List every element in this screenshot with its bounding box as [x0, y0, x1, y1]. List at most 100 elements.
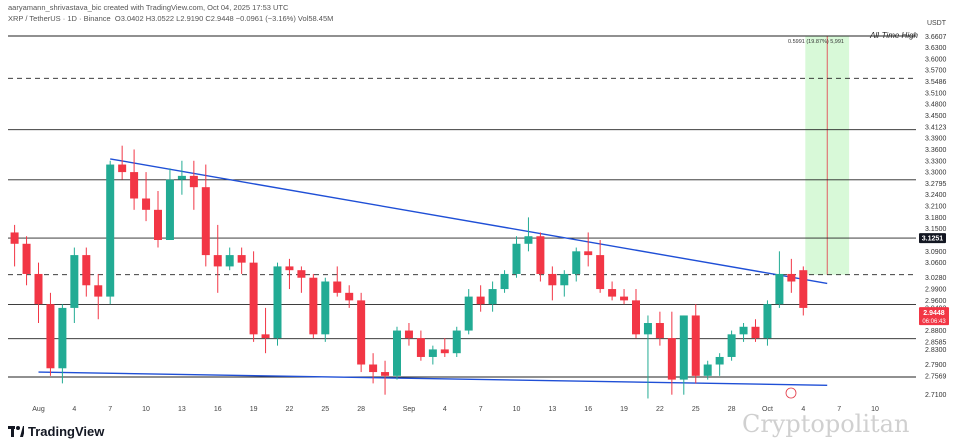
candle-body	[739, 326, 748, 335]
candle-body	[130, 172, 139, 199]
y-tick-label: 3.0280	[925, 275, 947, 282]
candle-body	[393, 330, 401, 376]
candle-body	[608, 289, 617, 297]
x-tick-label: 28	[728, 406, 736, 413]
y-tick-label: 3.2795	[925, 181, 947, 188]
y-tick-label: 3.6000	[925, 56, 947, 63]
candle-body	[177, 175, 186, 180]
symbol-text[interactable]: XRP / TetherUS · 1D · Binance	[8, 14, 111, 23]
y-tick-label: 2.8800	[925, 328, 947, 335]
all-time-high-label: All-Time High	[870, 31, 918, 40]
tradingview-logo-text: TradingView	[28, 424, 105, 439]
y-tick-label: 3.5700	[925, 68, 947, 75]
y-tick-label: 2.9900	[925, 287, 947, 294]
candle-body	[333, 281, 342, 293]
measure-box-layer	[805, 36, 850, 275]
candle-body	[201, 187, 210, 256]
y-axis[interactable]: 2.71002.75692.79002.83002.85852.88002.91…	[919, 34, 947, 399]
y-tick-label: 3.1800	[925, 215, 947, 222]
y-tick-label: 2.7900	[925, 362, 947, 369]
candle-body	[249, 262, 258, 335]
candle-body	[452, 330, 461, 354]
x-tick-label: 19	[250, 406, 258, 413]
x-tick-label: 25	[321, 406, 329, 413]
x-tick-label: 7	[479, 406, 483, 413]
candle-body	[82, 255, 91, 286]
candle-body	[440, 349, 449, 354]
y-level-label: 3.1251	[922, 236, 944, 243]
y-level-badge	[919, 233, 946, 244]
x-tick-label: 7	[837, 406, 841, 413]
x-tick-label: 13	[548, 406, 556, 413]
candle-body	[237, 255, 246, 263]
candle-body	[404, 330, 413, 339]
y-tick-label: 3.4800	[925, 102, 947, 109]
x-tick-label: 16	[214, 406, 222, 413]
candle-body	[715, 356, 724, 365]
x-tick-label: Oct	[762, 406, 773, 413]
candle-body	[416, 338, 425, 357]
attribution-text: aaryamann_shrivastava_bic created with T…	[8, 3, 289, 12]
candle-body	[787, 273, 796, 282]
candle-body	[46, 304, 55, 369]
candle-body	[775, 273, 784, 305]
tradingview-logo[interactable]: TradingView	[8, 424, 104, 439]
candle-body	[10, 232, 19, 244]
candle-body	[106, 164, 115, 297]
x-tick-label: 10	[513, 406, 521, 413]
candle-body	[643, 323, 652, 335]
candle-body	[655, 323, 664, 339]
x-tick-label: Sep	[403, 406, 416, 413]
y-tick-label: 3.6607	[925, 34, 947, 41]
candle-body	[572, 251, 581, 274]
trendline-descending-resistance	[110, 158, 828, 285]
candle-body	[476, 296, 485, 305]
y-tick-label: 3.4500	[925, 113, 947, 120]
candle-body	[273, 266, 282, 339]
candle-body	[381, 372, 390, 376]
candle-body	[799, 270, 808, 308]
x-axis[interactable]: Aug 4 7 10 13 16 19 22 25 28 Sep 4 7 10 13 16 19 22 25 28 Oc…	[32, 406, 879, 413]
candle-body	[667, 338, 676, 380]
y-tick-label: 3.0900	[925, 249, 947, 256]
watermark-text: Cryptopolitan	[742, 410, 910, 438]
candle-body	[94, 285, 103, 297]
x-tick-label: 16	[584, 406, 592, 413]
candle-body	[512, 243, 521, 274]
y-tick-label: 3.3000	[925, 170, 947, 177]
candle-body	[596, 255, 605, 290]
x-tick-label: 10	[871, 406, 879, 413]
ath-text: All-Time High	[870, 31, 918, 40]
candle-body	[548, 273, 557, 286]
x-tick-label: 13	[178, 406, 186, 413]
y-tick-label: 3.6300	[925, 45, 947, 52]
candle-body	[142, 198, 151, 210]
measure-label: 0.5991 (19.87%) 5,991	[788, 39, 844, 45]
currency-label: USDT	[926, 20, 946, 27]
candle-body	[500, 273, 509, 290]
candle-body	[679, 315, 688, 380]
x-tick-label: 22	[656, 406, 664, 413]
y-tick-label: 3.3300	[925, 158, 947, 165]
candle-body	[703, 364, 712, 376]
candle-body	[536, 236, 545, 274]
candle-body	[213, 255, 222, 267]
x-tick-label: Aug	[32, 406, 45, 413]
y-tick-label: 3.2100	[925, 204, 947, 211]
candle-body	[727, 334, 736, 357]
x-tick-label: 25	[692, 406, 700, 413]
x-tick-label: 10	[142, 406, 150, 413]
candle-body	[154, 209, 162, 241]
x-tick-label: 4	[72, 406, 76, 413]
candle-body	[632, 300, 640, 335]
candle-body	[560, 273, 569, 286]
candle-body	[165, 179, 174, 241]
x-tick-label: 28	[357, 406, 365, 413]
countdown-label: 06:06:43	[922, 319, 946, 325]
candle-body	[261, 334, 270, 339]
y-tick-label: 3.1500	[925, 226, 947, 233]
x-tick-label: 22	[286, 406, 294, 413]
y-tick-label: 3.5486	[925, 79, 947, 86]
current-price-label: 2.9448	[923, 310, 945, 317]
